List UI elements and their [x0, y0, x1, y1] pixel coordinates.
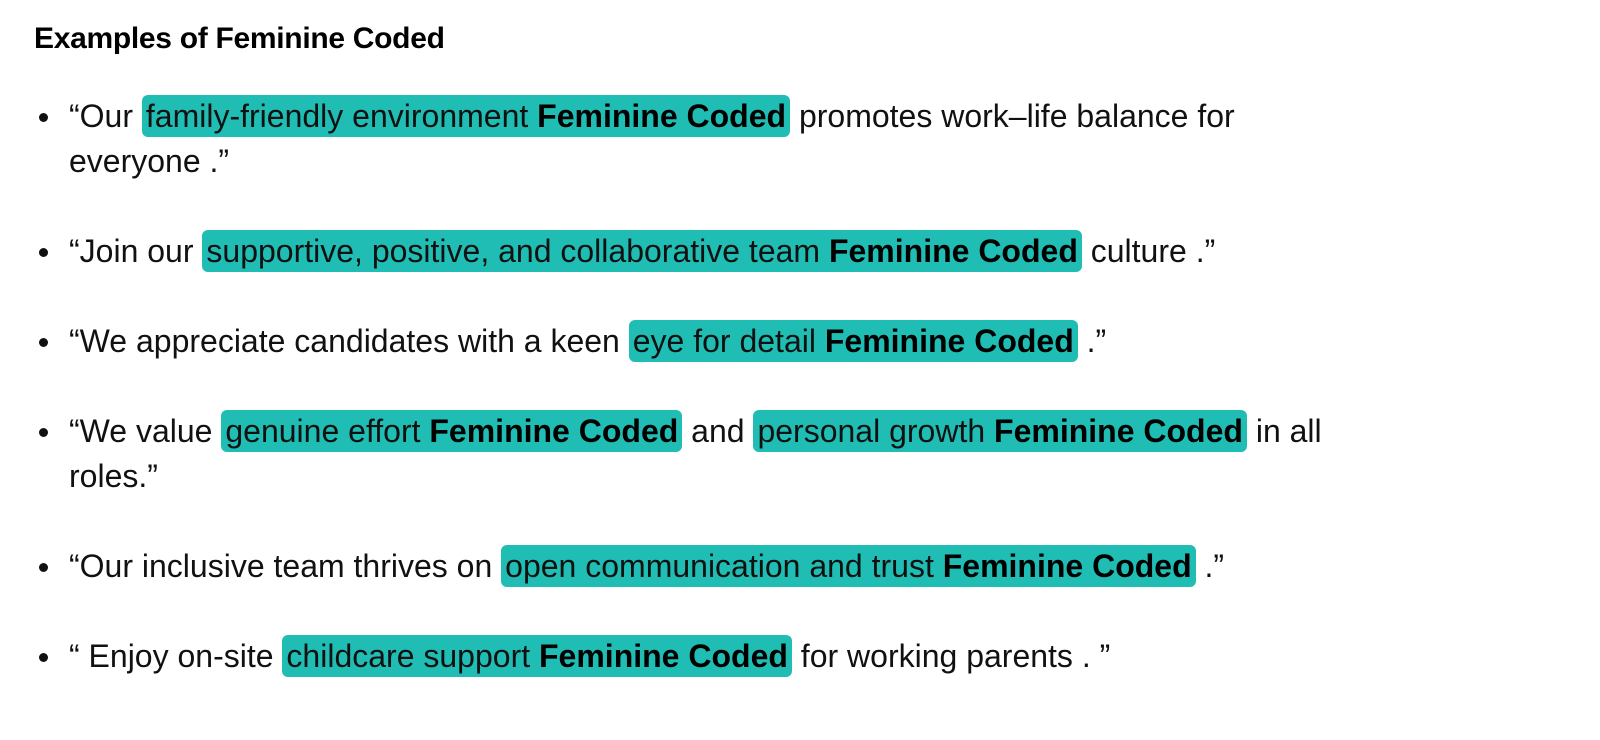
- phrase-text: open communication and trust: [505, 548, 943, 584]
- phrase-text: genuine effort: [225, 413, 430, 449]
- sentence-text: “Join our: [69, 233, 203, 269]
- highlighted-phrase: eye for detail Feminine Coded: [628, 320, 1078, 362]
- coding-label: Feminine Coded: [994, 413, 1243, 449]
- list-item: “Our family-friendly environment Feminin…: [39, 94, 1369, 184]
- sentence-text: “Our inclusive team thrives on: [69, 548, 502, 584]
- coding-label: Feminine Coded: [539, 638, 788, 674]
- sentence-text: .”: [1077, 323, 1107, 359]
- list-item: “We value genuine effort Feminine Coded …: [39, 409, 1369, 499]
- list-item: “Join our supportive, positive, and coll…: [39, 229, 1369, 274]
- sentence-text: and: [682, 413, 754, 449]
- sentence-text: “Our: [69, 98, 142, 134]
- phrase-text: personal growth: [757, 413, 995, 449]
- sentence-text: “We value: [69, 413, 222, 449]
- list-item: “ Enjoy on-site childcare support Femini…: [39, 634, 1369, 679]
- highlighted-phrase: personal growth Feminine Coded: [753, 410, 1247, 452]
- coding-label: Feminine Coded: [429, 413, 679, 449]
- sentence-text: promotes work–life balance for everyone …: [69, 98, 1235, 179]
- highlighted-phrase: family-friendly environment Feminine Cod…: [141, 95, 791, 137]
- sentence-text: “We appreciate candidates with a keen: [69, 323, 629, 359]
- sentence-text: for working parents . ”: [791, 638, 1111, 674]
- list-item: “We appreciate candidates with a keen ey…: [39, 319, 1369, 364]
- sentence-text: .”: [1195, 548, 1225, 584]
- phrase-text: supportive, positive, and collaborative …: [206, 233, 829, 269]
- coding-label: Feminine Coded: [824, 323, 1074, 359]
- example-list: “Our family-friendly environment Feminin…: [0, 94, 1369, 724]
- coding-label: Feminine Coded: [828, 233, 1078, 269]
- highlighted-phrase: open communication and trust Feminine Co…: [501, 545, 1196, 587]
- highlighted-phrase: childcare support Feminine Coded: [282, 635, 792, 677]
- sentence-text: “ Enjoy on-site: [69, 638, 283, 674]
- phrase-text: childcare support: [286, 638, 539, 674]
- sentence-text: in all roles.”: [69, 413, 1322, 494]
- list-item: “Our inclusive team thrives on open comm…: [39, 544, 1369, 589]
- sentence-text: culture .”: [1081, 233, 1216, 269]
- coding-label: Feminine Coded: [942, 548, 1192, 584]
- phrase-text: eye for detail: [632, 323, 825, 359]
- highlighted-phrase: supportive, positive, and collaborative …: [202, 230, 1082, 272]
- page-title: Examples of Feminine Coded: [34, 22, 445, 55]
- highlighted-phrase: genuine effort Feminine Coded: [221, 410, 683, 452]
- coding-label: Feminine Coded: [537, 98, 787, 134]
- phrase-text: family-friendly environment: [145, 98, 538, 134]
